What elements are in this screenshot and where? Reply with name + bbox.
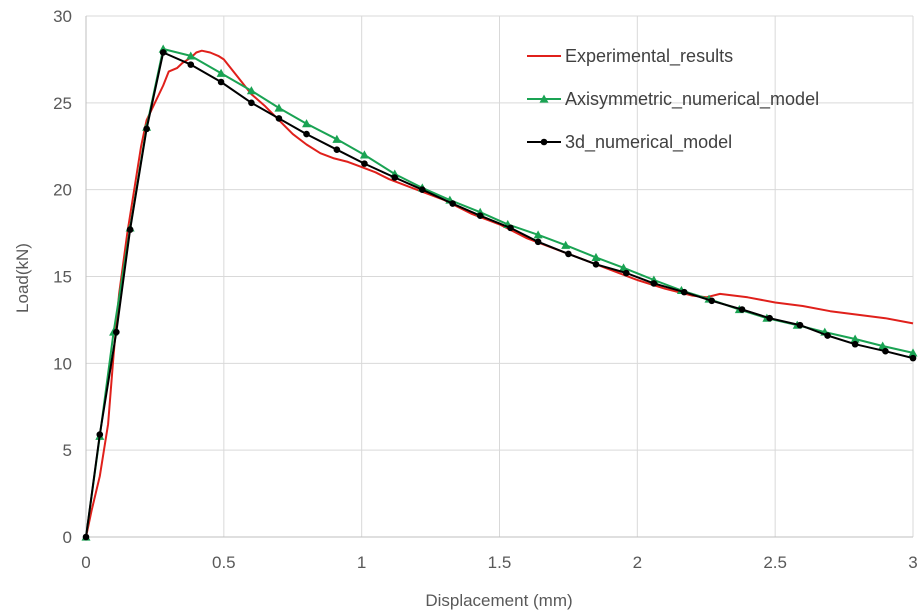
y-tick-label: 20 [53,181,72,200]
x-axis-title: Displacement (mm) [425,591,572,610]
legend: Experimental_results Axisymmetric_numeric… [527,46,819,153]
grid [85,15,914,538]
data-point [796,321,804,329]
legend-marker [540,138,548,146]
x-tick-label: 2 [633,553,642,572]
legend-label: Experimental_results [565,46,733,67]
data-point [187,61,195,68]
y-tick-label: 5 [63,441,72,460]
data-point [592,261,600,268]
data-point [824,332,831,339]
data-point [680,288,688,296]
data-point [332,134,342,143]
x-tick-label: 1.5 [488,553,512,572]
x-tick-label: 0 [81,553,90,572]
data-point [565,250,572,258]
data-point [274,103,284,112]
x-tick-label: 2.5 [763,553,787,572]
y-axis-title: Load(kN) [13,243,32,313]
axes: 0 5 10 15 20 25 30 0 0.5 1 1.5 2 2.5 3 [53,7,918,572]
data-point [708,297,716,305]
x-tick-label: 3 [908,553,917,572]
data-point [623,269,630,277]
data-point [143,125,150,133]
data-point [391,174,399,181]
legend-label: 3d_numerical_model [565,132,732,153]
x-tick-label: 0.5 [212,553,236,572]
legend-item-3: 3d_numerical_model [527,132,732,153]
data-point [766,314,773,322]
data-point [650,280,658,287]
legend-item-2: Axisymmetric_numerical_model [527,89,819,110]
data-point [217,78,225,86]
legend-label: Axisymmetric_numerical_model [565,89,819,110]
data-point [738,306,746,313]
data-point [333,146,341,154]
data-point [878,341,888,350]
y-tick-label: 15 [53,268,72,287]
x-tick-label: 1 [357,553,366,572]
data-point [449,200,456,207]
data-point [561,240,571,249]
data-point [851,340,859,348]
data-point [882,347,889,355]
data-point [909,354,917,362]
data-point [96,431,104,438]
data-point [507,224,514,232]
data-point [82,533,90,541]
data-point [275,115,283,122]
data-point [534,238,542,246]
data-point [359,150,369,159]
data-point [533,230,543,239]
data-point [419,186,426,193]
data-point [216,68,226,77]
data-point [302,119,312,128]
data-point [113,328,120,336]
data-point [591,252,601,261]
data-point [186,51,196,60]
legend-marker [539,94,549,103]
data-point [248,99,255,107]
data-point [126,226,134,233]
y-tick-label: 10 [53,354,72,373]
data-point [159,49,167,56]
data-point [303,130,310,138]
series-line [85,51,914,538]
data-point [619,263,629,272]
data-point [246,86,256,95]
data-point [361,160,368,167]
data-point [850,334,860,343]
series-group [81,44,918,541]
data-point [476,212,484,220]
y-tick-label: 25 [53,94,72,113]
y-tick-label: 30 [53,7,72,26]
series-3 [82,49,917,541]
y-tick-label: 0 [63,528,72,547]
legend-item-1: Experimental_results [527,46,733,67]
data-point [908,348,918,357]
